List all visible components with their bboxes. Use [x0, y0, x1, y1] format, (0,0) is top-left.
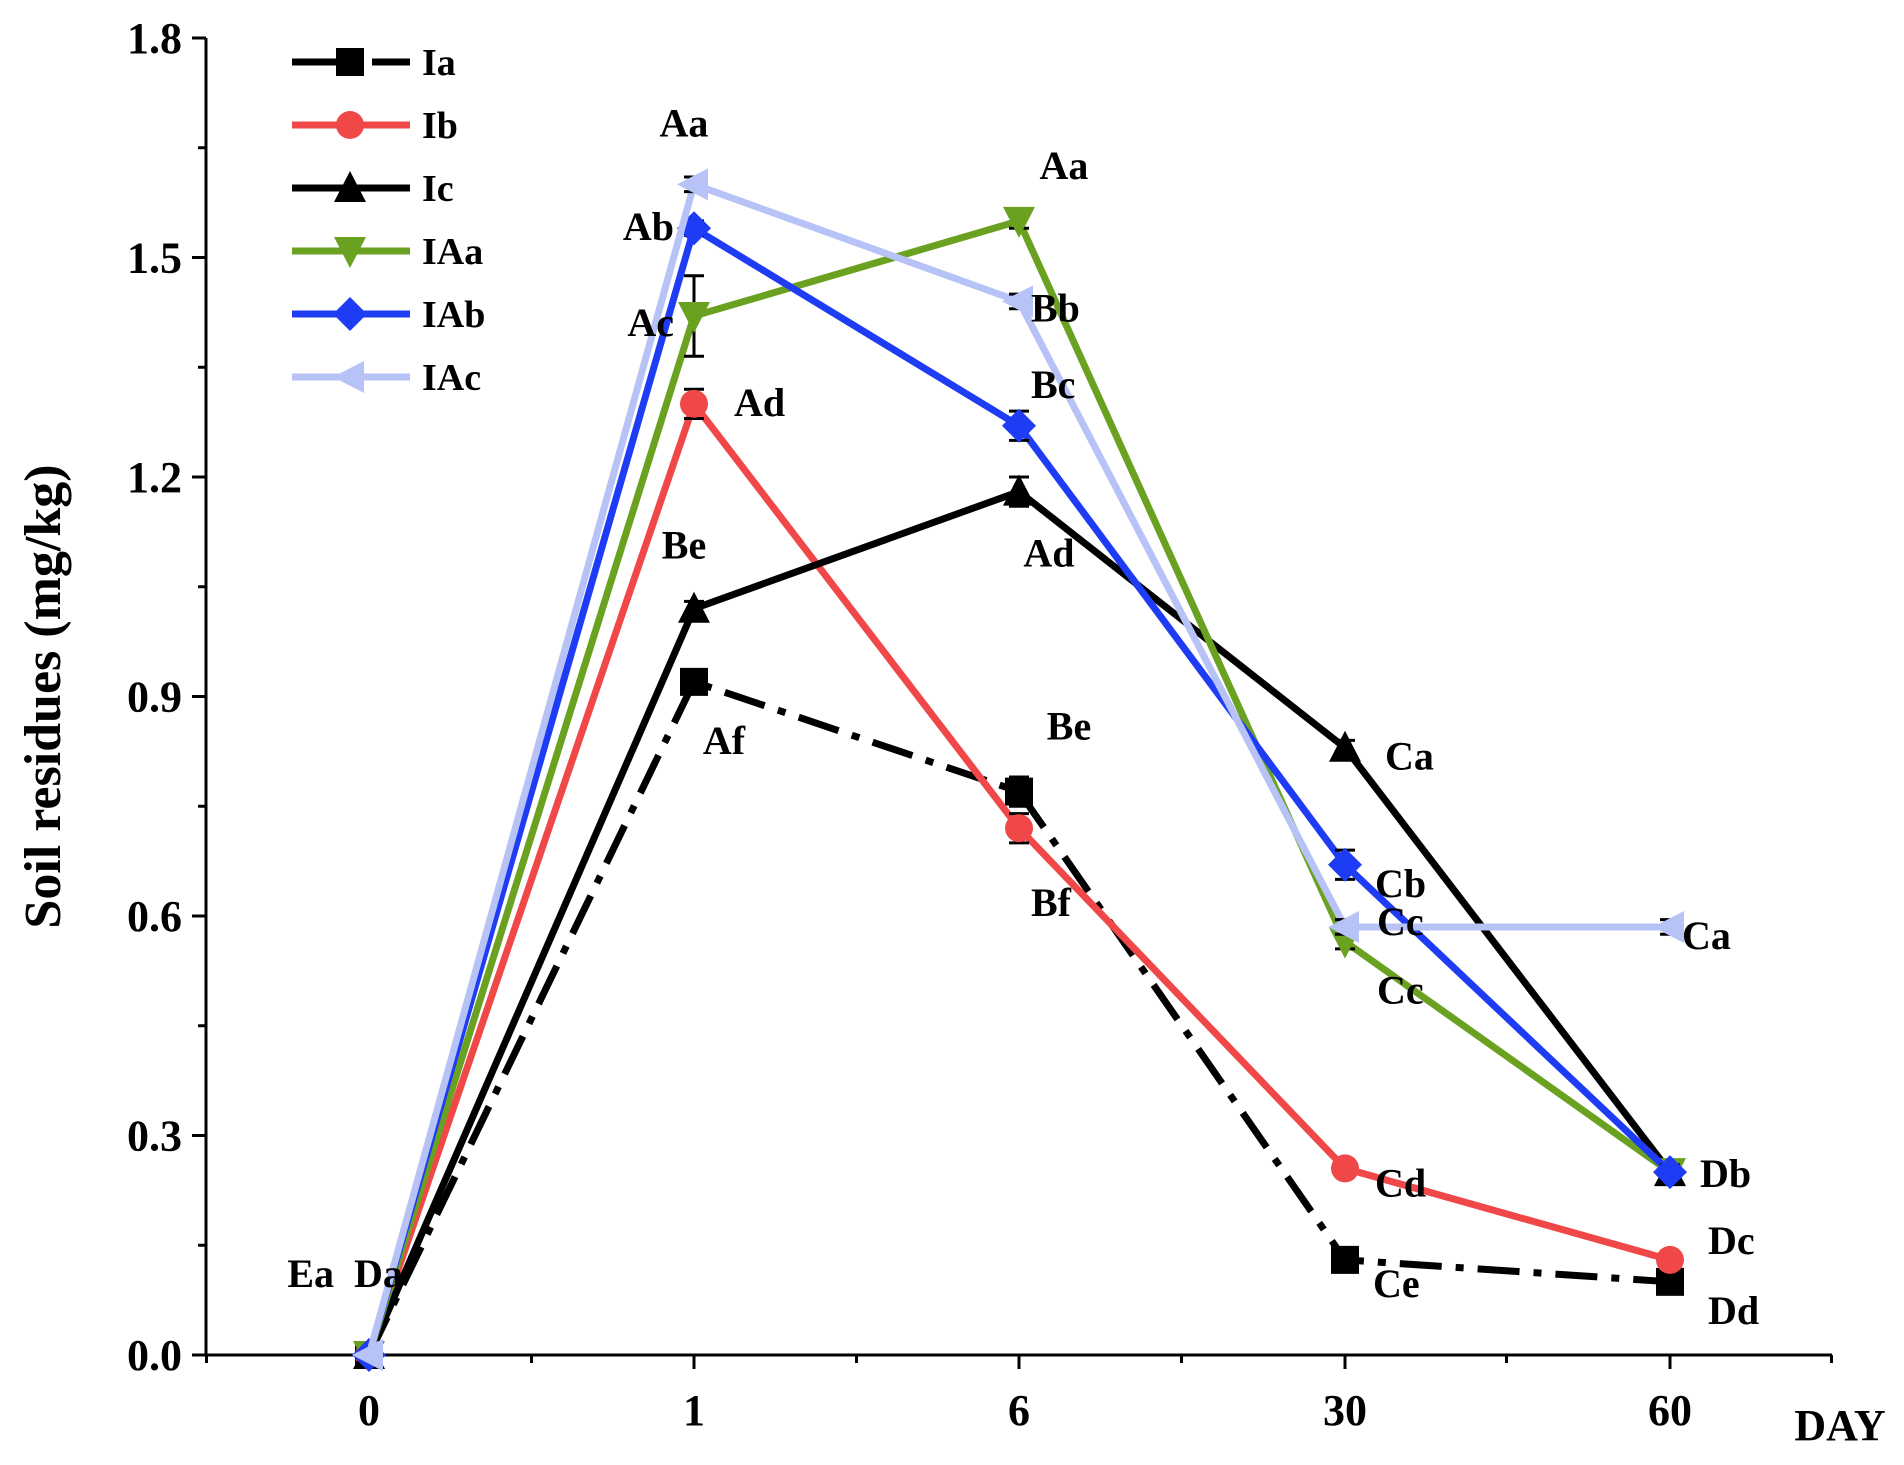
- data-point-ib: [1656, 1245, 1684, 1274]
- significance-label: Cc: [1377, 968, 1424, 1013]
- series-line-iac: [365, 180, 1670, 1356]
- legend-marker: [334, 171, 366, 202]
- axes-layer: 0.0 0.3 0.6 0.9 1.2 1.5 1.8 0 1 6 30 60: [127, 14, 1833, 1435]
- data-point-iaa: [1003, 206, 1035, 238]
- data-point-iac: [1653, 910, 1684, 943]
- significance-label: Cb: [1375, 861, 1426, 906]
- significance-label: Aa: [660, 100, 709, 145]
- data-point-iab: [1002, 408, 1036, 443]
- y-tick-label: 1.5: [127, 234, 182, 283]
- y-axis-title: Soil residues (mg/kg): [15, 464, 72, 928]
- data-point-iaa: [678, 302, 710, 334]
- x-tick-label: 1: [683, 1386, 705, 1435]
- significance-label: Ea: [287, 1251, 334, 1296]
- legend-item-iac: IAc: [292, 357, 481, 399]
- series-line-ia: [365, 678, 1671, 1357]
- legend: Ia Ib Ic IAa IAb IAc: [292, 42, 485, 399]
- y-tick-label: 1.2: [127, 453, 182, 502]
- data-point-ia: [680, 667, 708, 696]
- legend-item-ib: Ib: [292, 105, 458, 147]
- data-point-iac: [352, 1339, 383, 1371]
- y-tick-label: 0.3: [127, 1112, 182, 1161]
- x-axis-title: DAY: [1794, 1401, 1885, 1450]
- data-point-ia: [1331, 1245, 1359, 1274]
- x-tick-label: 0: [358, 1386, 380, 1435]
- significance-label: Dc: [1708, 1218, 1755, 1263]
- significance-label: Ab: [623, 204, 674, 249]
- legend-label: IAa: [422, 231, 483, 273]
- legend-label: Ic: [422, 168, 454, 210]
- significance-label: Bb: [1031, 285, 1080, 330]
- data-point-ic: [1329, 730, 1361, 762]
- y-tick-label: 0.6: [127, 892, 182, 941]
- series-layer: [352, 168, 1687, 1372]
- data-point-ic: [1003, 474, 1035, 506]
- data-point-ib: [1331, 1154, 1359, 1183]
- series-line-ib: [365, 400, 1671, 1357]
- data-point-ib: [1005, 814, 1033, 843]
- legend-label: IAc: [422, 357, 481, 399]
- data-point-iab: [1653, 1155, 1687, 1190]
- legend-marker: [336, 48, 364, 76]
- significance-label: Af: [703, 718, 746, 763]
- legend-label: Ia: [422, 42, 456, 84]
- significance-label: Ca: [1682, 913, 1731, 958]
- y-tick-label: 0.0: [127, 1331, 182, 1380]
- significance-label: Be: [662, 523, 706, 568]
- significance-label: Be: [1047, 704, 1091, 749]
- significance-label: Ad: [734, 380, 785, 425]
- x-tick-label: 30: [1323, 1386, 1367, 1435]
- legend-label: Ib: [422, 105, 458, 147]
- significance-label: Ce: [1373, 1261, 1420, 1306]
- data-point-iab: [1328, 847, 1362, 882]
- significance-label: Bf: [1031, 880, 1072, 925]
- significance-label: Db: [1700, 1151, 1751, 1196]
- significance-label: Da: [354, 1251, 403, 1296]
- series-ic: [353, 474, 1686, 1369]
- data-point-ib: [680, 389, 708, 418]
- data-point-ia: [1005, 777, 1033, 806]
- legend-marker: [333, 297, 367, 331]
- y-tick-label: 0.9: [127, 673, 182, 722]
- significance-label: Dd: [1708, 1288, 1759, 1333]
- significance-label: Ad: [1023, 531, 1074, 576]
- significance-label: Ac: [627, 300, 674, 345]
- legend-label: IAb: [422, 294, 485, 336]
- data-point-ic: [678, 591, 710, 623]
- legend-marker: [333, 361, 364, 393]
- data-point-iac: [677, 168, 708, 201]
- legend-item-ia: Ia: [292, 42, 456, 84]
- legend-marker: [336, 111, 364, 139]
- legend-marker: [334, 237, 366, 268]
- significance-label: Cc: [1377, 899, 1424, 944]
- x-tick-label: 60: [1648, 1386, 1692, 1435]
- series-line-ic: [365, 488, 1673, 1357]
- significance-label: Aa: [1040, 143, 1089, 188]
- legend-item-iab: IAb: [292, 294, 485, 336]
- annotation-layer: Ea DaAaAbAcAdBeAfAaBbBcAdBeBfCaCbCcCcCdCe…: [287, 100, 1759, 1333]
- x-tick-label: 6: [1008, 1386, 1030, 1435]
- legend-item-iaa: IAa: [292, 231, 483, 273]
- data-point-iac: [1328, 910, 1359, 943]
- significance-label: Cd: [1375, 1160, 1426, 1205]
- significance-label: Bc: [1031, 362, 1075, 407]
- data-point-iac: [1002, 285, 1033, 318]
- legend-item-ic: Ic: [292, 168, 454, 210]
- significance-label: Ca: [1385, 734, 1434, 779]
- series-ib: [355, 387, 1684, 1369]
- y-tick-label: 1.8: [127, 14, 182, 63]
- series-iac: [352, 168, 1684, 1371]
